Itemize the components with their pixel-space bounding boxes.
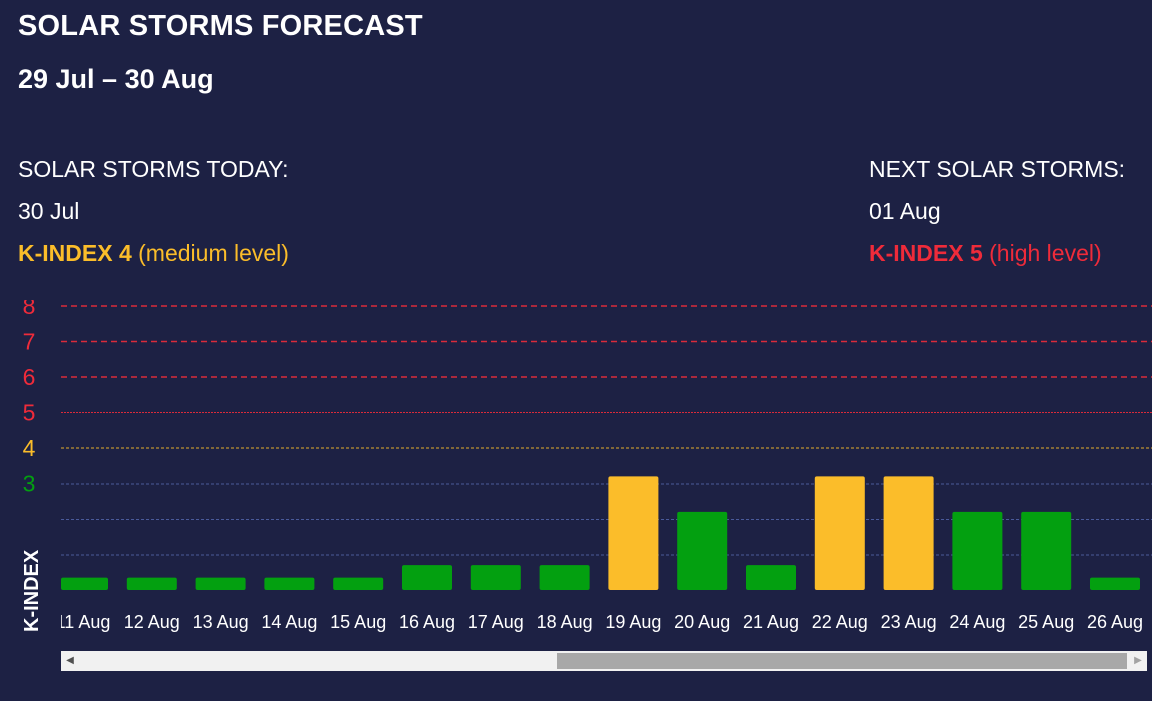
x-tick-label: 15 Aug: [330, 612, 386, 632]
y-tick-7: 7: [23, 329, 36, 355]
bar-19-aug: [608, 476, 659, 590]
y-axis-label: K-INDEX: [21, 549, 43, 632]
scroll-left-icon[interactable]: ◀: [66, 655, 74, 666]
bar-26-aug: [1090, 577, 1140, 590]
y-tick-5: 5: [23, 400, 36, 426]
x-tick-label: 19 Aug: [605, 612, 661, 632]
bar-18-aug: [539, 565, 590, 590]
next-kindex: K-INDEX 5: [869, 240, 983, 266]
today-panel: SOLAR STORMS TODAY: 30 Jul K-INDEX 4 (me…: [18, 155, 289, 281]
bar-17-aug: [470, 565, 521, 590]
bar-12-aug: [126, 577, 177, 590]
y-tick-3: 3: [23, 471, 36, 497]
today-kindex: K-INDEX 4: [18, 240, 132, 266]
page-title: SOLAR STORMS FORECAST: [18, 10, 423, 42]
x-tick-label: 13 Aug: [193, 612, 249, 632]
x-tick-label: 25 Aug: [1018, 612, 1074, 632]
bar-23-aug: [883, 476, 934, 590]
bar-24-aug: [952, 511, 1003, 590]
bar-13-aug: [195, 577, 246, 590]
y-tick-8: 8: [23, 300, 36, 319]
next-label: NEXT SOLAR STORMS:: [869, 156, 1126, 182]
x-tick-label: 12 Aug: [124, 612, 180, 632]
x-tick-label: 11 Aug: [56, 612, 111, 632]
today-label: SOLAR STORMS TODAY:: [18, 156, 289, 182]
x-tick-labels: 11 Aug 12 Aug 13 Aug 14 Aug 15 Aug 16 Aug 17 A…: [56, 612, 1143, 632]
y-tick-6: 6: [23, 364, 36, 390]
scroll-right-icon[interactable]: ▶: [1134, 655, 1142, 666]
chart-bars: [61, 476, 1140, 590]
x-tick-label: 18 Aug: [537, 612, 593, 632]
x-tick-label: 20 Aug: [674, 612, 730, 632]
y-tick-4: 4: [23, 435, 36, 461]
bar-21-aug: [746, 565, 796, 590]
x-tick-label: 23 Aug: [881, 612, 937, 632]
bar-22-aug: [814, 476, 865, 590]
bar-11-aug: [61, 577, 108, 590]
bar-14-aug: [264, 577, 315, 590]
x-tick-label: 16 Aug: [399, 612, 455, 632]
today-kindex-line: K-INDEX 4 (medium level): [18, 239, 289, 281]
next-level: (high level): [989, 240, 1102, 266]
next-panel: NEXT SOLAR STORMS: 01 Aug K-INDEX 5 (hig…: [869, 155, 1125, 281]
bar-16-aug: [402, 565, 452, 590]
bar-20-aug: [677, 511, 728, 590]
bar-25-aug: [1021, 511, 1072, 590]
next-kindex-line: K-INDEX 5 (high level): [869, 239, 1125, 281]
date-range: 29 Jul – 30 Aug: [18, 64, 214, 94]
today-date: 30 Jul: [18, 198, 80, 224]
today-level: (medium level): [138, 240, 289, 266]
x-tick-label: 17 Aug: [468, 612, 524, 632]
scroll-thumb[interactable]: [557, 653, 1127, 669]
next-date: 01 Aug: [869, 198, 941, 224]
chart-scrollbar[interactable]: ◀ ▶: [61, 651, 1147, 671]
x-tick-label: 21 Aug: [743, 612, 799, 632]
bar-15-aug: [333, 577, 384, 590]
x-tick-label: 26 Aug: [1087, 612, 1143, 632]
x-tick-label: 14 Aug: [261, 612, 317, 632]
x-tick-label: 24 Aug: [949, 612, 1005, 632]
y-tick-labels: 9876543: [23, 258, 36, 497]
x-tick-label: 22 Aug: [812, 612, 868, 632]
